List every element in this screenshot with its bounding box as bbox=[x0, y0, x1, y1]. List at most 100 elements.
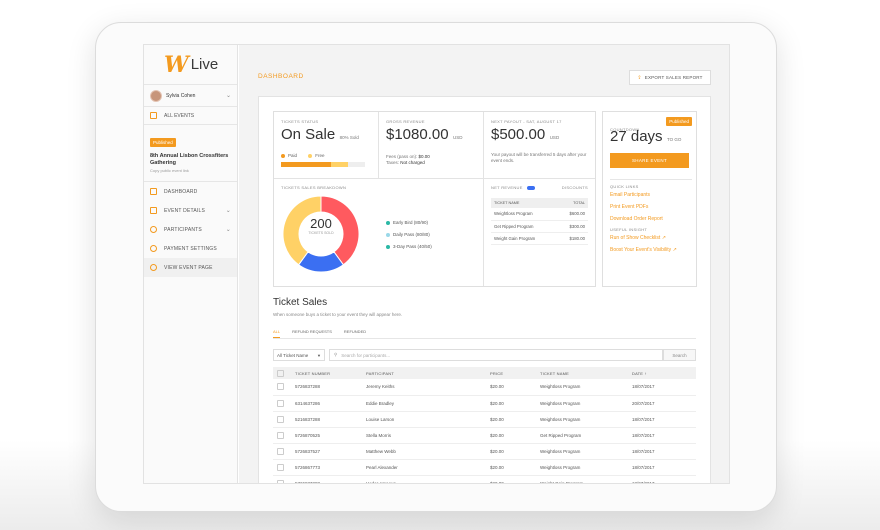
divider bbox=[273, 338, 696, 339]
sidebar-item-event-details[interactable]: EVENT DETAILS ⌄ bbox=[144, 201, 237, 220]
column-header-label: DATE bbox=[632, 370, 644, 376]
ticket-number-link[interactable]: 5726837288 bbox=[295, 475, 366, 483]
tab-refund-requests[interactable]: REFUND REQUESTS bbox=[292, 329, 332, 334]
user-name: Sylvia Cohen bbox=[166, 92, 196, 99]
payout-value: $500.00 bbox=[491, 126, 546, 143]
all-events-label: ALL EVENTS bbox=[164, 112, 195, 119]
quick-links-label: QUICK LINKS bbox=[610, 184, 639, 189]
tab-all[interactable]: ALL bbox=[273, 329, 281, 338]
user-menu[interactable]: Sylvia Cohen ⌄ bbox=[144, 85, 237, 107]
search-input[interactable]: ⚲ Search for participants... bbox=[329, 349, 663, 361]
table-row[interactable]: 5726837288 Hoder Ameous $20.00 Weight Gain … bbox=[273, 475, 696, 483]
stats-card: TICKETS STATUS On Sale 80% Sold Paid Fre… bbox=[273, 111, 596, 287]
payout-currency: USD bbox=[549, 135, 560, 140]
insight-link[interactable]: Run of Show Checklist ↗ bbox=[610, 232, 677, 244]
table-row[interactable]: 5726837527 Matthew Webb $20.00 Weightloss P… bbox=[273, 443, 696, 460]
eye-icon bbox=[150, 264, 157, 271]
sidebar-item-label: EVENT DETAILS bbox=[164, 207, 206, 214]
download-order-report-link[interactable]: Download Order Report bbox=[610, 216, 663, 222]
email-participants-link[interactable]: Email Participants bbox=[610, 192, 651, 198]
caret-down-icon: ▼ bbox=[317, 352, 321, 358]
sidebar-item-label: PARTICIPANTS bbox=[164, 226, 202, 233]
row-select bbox=[273, 427, 295, 444]
ticket-name: Weightloss Program bbox=[540, 459, 632, 476]
table-row[interactable]: 5726870525 Stella Morris $20.00 Get Ripped … bbox=[273, 427, 696, 444]
payout-label: NEXT PAYOUT - SAT, AUGUST 17 bbox=[491, 119, 562, 124]
row-checkbox[interactable] bbox=[277, 431, 284, 439]
row-select bbox=[273, 475, 295, 483]
discounts-tab[interactable]: DISCOUNTS bbox=[561, 185, 588, 190]
table-row[interactable]: 5216837288 Louise Larson $20.00 Weightloss … bbox=[273, 411, 696, 428]
row-checkbox[interactable] bbox=[277, 463, 284, 471]
free-label: Free bbox=[315, 153, 325, 158]
ticket-number-link[interactable]: 6314637286 bbox=[295, 395, 366, 412]
chevron-down-icon: ⌄ bbox=[225, 208, 231, 214]
sidebar-item-label: PAYMENT SETTINGS bbox=[164, 245, 217, 252]
row-checkbox[interactable] bbox=[277, 447, 284, 455]
net-revenue-table: TICKET NAME TOTAL Weightloss Program $600… bbox=[491, 198, 588, 245]
share-event-button[interactable]: SHARE EVENT bbox=[610, 153, 689, 168]
table-row[interactable]: 6314637286 Eddie Bradley $20.00 Weightloss … bbox=[273, 395, 696, 412]
column-header[interactable]: PRICE bbox=[490, 367, 540, 379]
ticket-total: $180.00 bbox=[556, 232, 588, 245]
participant-name: Hoder Ameous bbox=[366, 475, 490, 483]
participant-name: Stella Morris bbox=[366, 427, 490, 444]
gear-icon bbox=[150, 245, 157, 252]
ticket-name-filter[interactable]: All Ticket Name ▼ bbox=[273, 349, 325, 361]
sidebar-item-view-event-page[interactable]: VIEW EVENT PAGE bbox=[144, 258, 237, 277]
sales-donut-chart bbox=[282, 195, 360, 273]
calendar-icon bbox=[150, 112, 157, 119]
column-header[interactable]: TICKET NUMBER bbox=[295, 367, 366, 379]
export-sales-report-button[interactable]: ⇪ EXPORT SALES REPORT bbox=[629, 70, 711, 85]
ticket-sales-subtitle: When someone buys a ticket to your event… bbox=[273, 312, 403, 317]
donut-hole bbox=[299, 212, 343, 256]
print-event-pdfs-link[interactable]: Print Event PDFs bbox=[610, 204, 649, 210]
column-header[interactable]: PARTICIPANT bbox=[366, 367, 490, 379]
toggle-switch[interactable] bbox=[526, 185, 535, 190]
select-all-checkbox[interactable] bbox=[277, 369, 284, 377]
net-revenue-block: NET REVENUE DISCOUNTS TICKET NAME TOTAL … bbox=[484, 179, 595, 286]
table-row[interactable]: 5726867773 Pearl Alexander $20.00 Weightlos… bbox=[273, 459, 696, 476]
row-checkbox[interactable] bbox=[277, 399, 284, 407]
avatar bbox=[150, 89, 162, 102]
external-link-icon: ↗ bbox=[672, 247, 677, 253]
sort-up-icon: ↑ bbox=[644, 370, 647, 376]
search-icon: ⚲ bbox=[334, 352, 338, 357]
ticket-number-link[interactable]: 5216837288 bbox=[295, 411, 366, 428]
copy-event-link[interactable]: Copy public event link bbox=[150, 168, 189, 173]
taxes-label: Taxes: bbox=[386, 160, 400, 165]
column-header[interactable]: TICKET NAME bbox=[540, 367, 632, 379]
sidebar-item-participants[interactable]: PARTICIPANTS ⌄ bbox=[144, 220, 237, 239]
sidebar: W Live Sylvia Cohen ⌄ ALL EVENTS Publish… bbox=[144, 45, 238, 483]
search-button[interactable]: Search bbox=[663, 349, 696, 361]
net-revenue-tab[interactable]: NET REVENUE bbox=[491, 185, 523, 190]
status-badge: Published bbox=[666, 117, 692, 126]
ticket-number-link[interactable]: 5726870525 bbox=[295, 427, 366, 444]
row-checkbox[interactable] bbox=[277, 383, 284, 391]
ticket-price: $20.00 bbox=[490, 443, 540, 460]
tab-refunded[interactable]: REFUNDED bbox=[343, 329, 367, 334]
ticket-status-block: TICKETS STATUS On Sale 80% Sold Paid Fre… bbox=[274, 112, 379, 179]
ticket-name: Weightloss Program bbox=[540, 411, 632, 428]
row-select bbox=[273, 459, 295, 476]
breakdown-label: TICKETS SALES BREAKDOWN bbox=[281, 185, 347, 190]
taxes-value: Not charged bbox=[400, 160, 425, 165]
ticket-number-link[interactable]: 5726867773 bbox=[295, 459, 366, 476]
row-select bbox=[273, 443, 295, 460]
insight-link[interactable]: Boost Your Event's Visibility ↗ bbox=[610, 244, 677, 256]
column-header-date[interactable]: DATE ↑ bbox=[632, 367, 696, 379]
sidebar-item-dashboard[interactable]: DASHBOARD bbox=[144, 182, 237, 201]
legend-item: Daily Pass (80/80) bbox=[386, 229, 432, 241]
ticket-number-link[interactable]: 5726837527 bbox=[295, 443, 366, 460]
all-events-link[interactable]: ALL EVENTS bbox=[144, 107, 237, 125]
sale-date: 18/07/2017 bbox=[632, 459, 696, 476]
logo[interactable]: W Live bbox=[144, 45, 237, 85]
ticket-price: $20.00 bbox=[490, 379, 540, 396]
participant-name: Louise Larson bbox=[366, 411, 490, 428]
search-placeholder: Search for participants... bbox=[341, 352, 391, 358]
row-checkbox[interactable] bbox=[277, 415, 284, 423]
sidebar-item-payment-settings[interactable]: PAYMENT SETTINGS bbox=[144, 239, 237, 258]
row-checkbox[interactable] bbox=[277, 479, 284, 483]
ticket-number-link[interactable]: 5726837288 bbox=[295, 379, 366, 396]
table-row[interactable]: 5726837288 Jeremy Keiths $20.00 Weightloss … bbox=[273, 379, 696, 396]
